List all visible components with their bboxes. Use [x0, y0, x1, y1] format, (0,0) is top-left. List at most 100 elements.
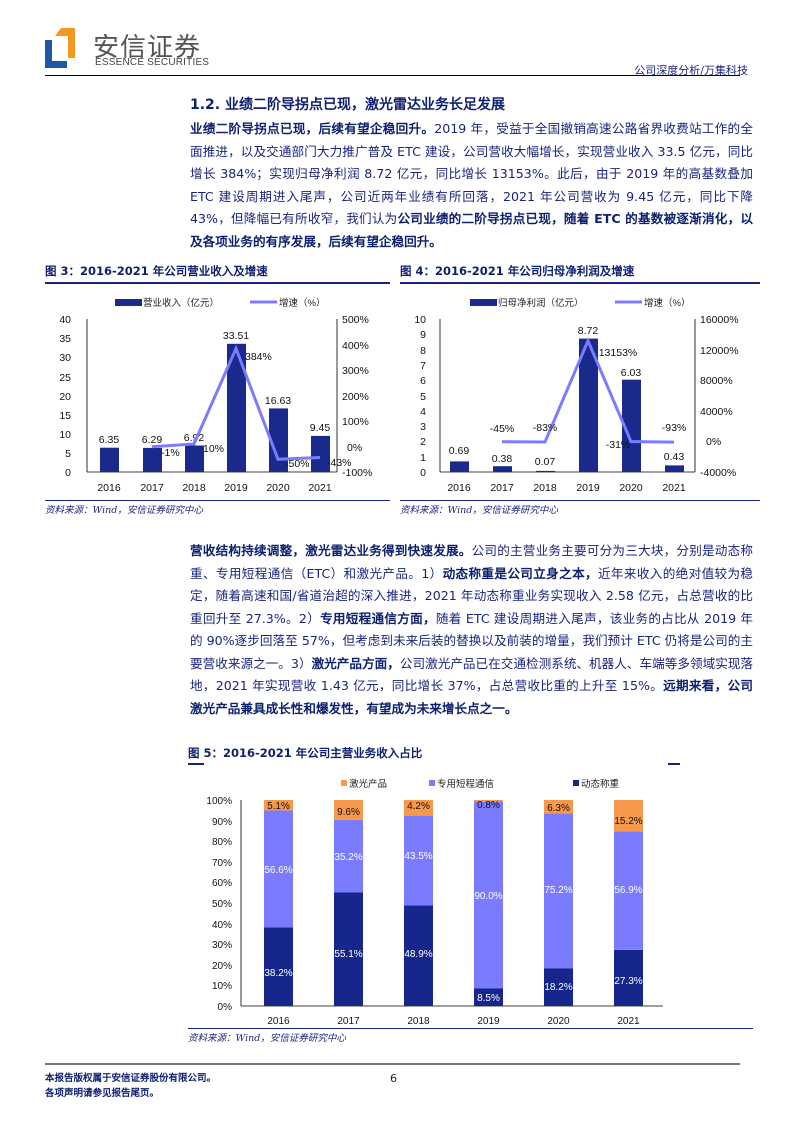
para2-lead: 营收结构持续调整，激光雷达业务得到快速发展。: [190, 543, 472, 558]
legend-swatch-revenue: [115, 299, 142, 306]
svg-text:18.2%: 18.2%: [544, 982, 572, 993]
svg-text:6.29: 6.29: [142, 434, 163, 446]
svg-text:4000%: 4000%: [700, 406, 733, 418]
header-divider: [45, 75, 740, 76]
legend-label-revenue: 营业收入（亿元）: [143, 297, 219, 309]
svg-text:200%: 200%: [342, 391, 369, 403]
svg-text:-31%: -31%: [606, 439, 631, 451]
legend-swatch-netprofit: [470, 299, 497, 306]
svg-text:2017: 2017: [140, 482, 164, 494]
doc-type-label: 公司深度分析/万集科技: [634, 64, 748, 77]
svg-text:2018: 2018: [182, 482, 206, 494]
svg-text:4.2%: 4.2%: [407, 801, 430, 812]
svg-text:90%: 90%: [212, 817, 232, 828]
svg-text:0.38: 0.38: [492, 453, 513, 465]
fig5-bar-2016: [264, 800, 293, 1006]
logo-text-cn: 安信证券: [93, 33, 202, 63]
svg-text:56.6%: 56.6%: [264, 865, 292, 876]
svg-text:10: 10: [59, 429, 71, 441]
svg-text:70%: 70%: [212, 858, 232, 869]
paragraph-revenue-structure: 营收结构持续调整，激光雷达业务得到快速发展。公司的主营业务主要可分为三大块，分别…: [190, 540, 753, 720]
svg-text:30: 30: [59, 352, 71, 364]
svg-text:25: 25: [59, 372, 71, 384]
svg-text:6: 6: [420, 375, 426, 387]
svg-text:1: 1: [420, 452, 426, 464]
fig4-left-axis: 0 1 2 3 4 5 6 7 8 9 10: [414, 314, 426, 479]
para2-bold-3: 激光产品方面，: [311, 655, 400, 671]
para2-text-3: 随着 ETC 建设周期进入尾声，该业务的占比从 2019 年的 90%逐步回落至…: [190, 610, 753, 671]
svg-text:100%: 100%: [342, 416, 369, 428]
footer-disclaimer: 各项声明请参见报告尾页。: [45, 1088, 160, 1099]
legend-label-laser: 激光产品: [349, 778, 387, 790]
fig5-title: 图 5：2016-2021 年公司主营业务收入占比: [188, 746, 423, 760]
fig3-source: 资料来源：Wind，安信证券研究中心: [45, 505, 203, 516]
fig3-line-labels: -1% 10% 384% -50% -43%: [161, 351, 352, 470]
svg-text:56.9%: 56.9%: [614, 885, 642, 896]
page-number: 6: [390, 1072, 397, 1085]
svg-text:27.3%: 27.3%: [614, 976, 642, 987]
fig5-y-axis: 0% 10% 20% 30% 40% 50% 60% 70% 80% 90% 1…: [206, 796, 232, 1013]
fig3-bar-labels: 6.35 6.29 6.92 33.51 16.63 9.45: [99, 330, 331, 446]
svg-text:8: 8: [420, 345, 426, 357]
fig3-source-rule: [45, 500, 390, 501]
svg-text:4: 4: [420, 406, 426, 418]
legend-swatch-laser: [341, 780, 347, 786]
fig4-line-labels: -45% -83% 13153% -31% -93%: [490, 347, 687, 451]
svg-text:6.03: 6.03: [621, 367, 642, 379]
svg-text:-4000%: -4000%: [700, 467, 736, 479]
svg-text:2019: 2019: [576, 482, 600, 494]
svg-text:75.2%: 75.2%: [544, 885, 572, 896]
svg-text:2017: 2017: [490, 482, 514, 494]
svg-text:8.72: 8.72: [578, 325, 599, 337]
svg-text:-43%: -43%: [327, 457, 352, 469]
fig4-title: 图 4：2016-2021 年公司归母净利润及增速: [400, 264, 635, 278]
para2-text-4: 公司激光产品已在交通检测系统、机器人、车端等多领域实现落地，2021 年实现营收…: [190, 655, 754, 694]
fig5-source: 资料来源：Wind，安信证券研究中心: [188, 1033, 346, 1044]
svg-text:38.2%: 38.2%: [264, 968, 292, 979]
svg-text:35: 35: [59, 333, 71, 345]
fig5-bar-2020: [544, 800, 573, 1006]
svg-text:10: 10: [414, 314, 426, 326]
fig3-x-axis: 2016 2017 2018 2019 2020 2021: [97, 482, 332, 494]
svg-text:2018: 2018: [533, 482, 557, 494]
fig5-bar-2021: [614, 800, 643, 1006]
svg-text:5.1%: 5.1%: [267, 801, 290, 812]
svg-text:500%: 500%: [342, 314, 369, 326]
svg-text:50%: 50%: [212, 899, 232, 910]
svg-text:2: 2: [420, 436, 426, 448]
fig4-growth-line: [501, 336, 675, 444]
para2-text-2: 近年来收入的绝对值较为稳定，随着高速和国/省道治超的深入推进，2021 年动态称…: [190, 565, 754, 626]
fig5-bar-2017: [334, 800, 363, 1006]
svg-text:0.07: 0.07: [535, 456, 556, 468]
svg-text:6.35: 6.35: [99, 434, 120, 446]
legend-label-growth: 增速（%）: [279, 297, 325, 309]
svg-text:20: 20: [59, 391, 71, 403]
svg-text:8000%: 8000%: [700, 375, 733, 387]
svg-text:10%: 10%: [212, 981, 232, 992]
svg-text:55.1%: 55.1%: [334, 949, 362, 960]
svg-text:-83%: -83%: [533, 422, 558, 434]
para1-lead: 业绩二阶导拐点已现，后续有望企稳回升。: [190, 121, 435, 136]
svg-text:0: 0: [420, 467, 426, 479]
fig5-laser-labels: 5.1% 9.6% 4.2% 0.8% 6.3% 15.2%: [267, 800, 643, 827]
svg-text:5: 5: [65, 448, 71, 460]
svg-text:13153%: 13153%: [599, 347, 638, 359]
svg-text:2020: 2020: [266, 482, 290, 494]
svg-text:3: 3: [420, 421, 426, 433]
svg-text:0.69: 0.69: [449, 445, 470, 457]
svg-text:2019: 2019: [224, 482, 248, 494]
legend-swatch-weigh: [573, 780, 579, 786]
fig5-source-rule: [188, 1028, 753, 1029]
svg-text:16.63: 16.63: [265, 395, 291, 407]
svg-text:80%: 80%: [212, 837, 232, 848]
svg-text:0: 0: [65, 467, 71, 479]
svg-text:0%: 0%: [706, 436, 721, 448]
svg-text:-50%: -50%: [285, 458, 310, 470]
svg-text:6.3%: 6.3%: [547, 803, 570, 814]
paragraph-performance: 业绩二阶导拐点已现，后续有望企稳回升。2019 年，受益于全国撤销高速公路省界收…: [190, 118, 753, 253]
svg-text:9.6%: 9.6%: [337, 807, 360, 818]
footer-copyright: 本报告版权属于安信证券股份有限公司。: [45, 1073, 217, 1084]
svg-text:48.9%: 48.9%: [404, 949, 432, 960]
fig3-chart: 营业收入（亿元） 增速（%） 0 5 10 15 20 25 30 35 40 …: [59, 297, 372, 494]
svg-text:8.5%: 8.5%: [477, 993, 500, 1004]
